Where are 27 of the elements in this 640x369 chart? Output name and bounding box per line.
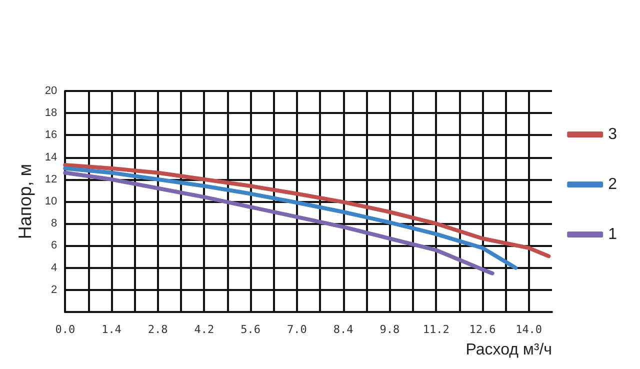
- x-tick-label: 0.0: [55, 323, 76, 336]
- x-tick-label: 9.8: [380, 323, 400, 336]
- legend-label: 1: [608, 226, 618, 243]
- y-tick-label: 14: [44, 151, 58, 164]
- x-axis-title: Расход м³/ч: [466, 342, 552, 358]
- y-tick-label: 20: [44, 85, 58, 97]
- x-tick-label: 11.2: [422, 323, 450, 336]
- y-tick-label: 18: [44, 107, 58, 120]
- x-tick-label: 14.0: [516, 323, 542, 336]
- line-series: [63, 163, 551, 258]
- y-tick-label: 10: [44, 196, 58, 208]
- x-tick-label: 8.4: [333, 323, 354, 336]
- y-tick-label: 16: [44, 129, 58, 142]
- x-tick-label: 4.2: [194, 323, 214, 336]
- x-tick-label: 5.6: [240, 323, 261, 336]
- x-tick-label: 2.8: [148, 323, 168, 336]
- y-tick-label: 8: [51, 218, 58, 230]
- y-axis-title: Напор, м: [15, 164, 35, 240]
- x-tick-label: 1.4: [102, 323, 122, 336]
- x-tick-label: 7.0: [287, 323, 307, 336]
- x-tick-label: 12.6: [469, 323, 496, 336]
- legend-label: 3: [608, 126, 618, 143]
- y-tick-label: 4: [51, 262, 58, 274]
- legend-label: 2: [608, 176, 618, 193]
- y-tick-label: 2: [51, 284, 58, 296]
- y-tick-label: 12: [44, 173, 58, 186]
- y-tick-label: 6: [51, 240, 58, 252]
